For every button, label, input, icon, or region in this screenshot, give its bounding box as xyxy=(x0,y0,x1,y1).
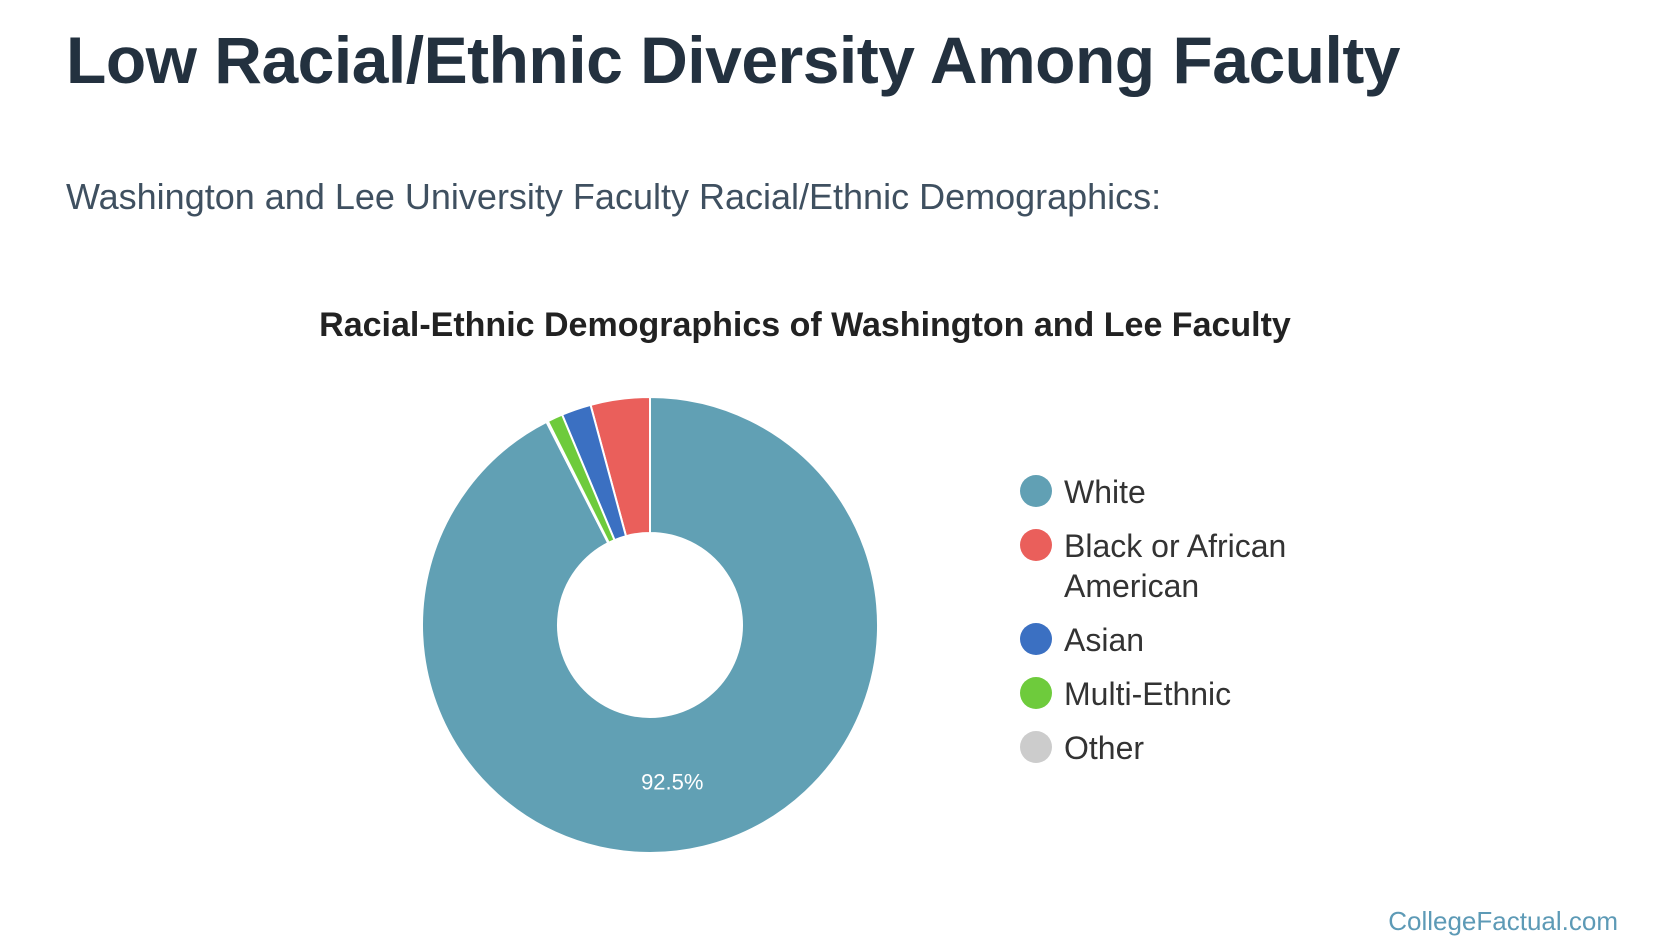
legend-item-other[interactable]: Other xyxy=(1020,728,1304,768)
source-credit[interactable]: CollegeFactual.com xyxy=(1388,906,1618,936)
legend-swatch-multi-ethnic xyxy=(1020,677,1052,709)
legend-item-black-or-african-american[interactable]: Black or African American xyxy=(1020,526,1304,606)
legend-item-multi-ethnic[interactable]: Multi-Ethnic xyxy=(1020,674,1304,714)
legend-item-asian[interactable]: Asian xyxy=(1020,620,1304,660)
legend-swatch-other xyxy=(1020,731,1052,763)
legend-item-white[interactable]: White xyxy=(1020,472,1304,512)
legend-label-multi-ethnic: Multi-Ethnic xyxy=(1064,676,1232,712)
legend-label-white: White xyxy=(1064,474,1146,510)
legend-label-black-or-african-american: Black or African American xyxy=(1064,528,1287,604)
slice-asian[interactable] xyxy=(560,403,628,542)
data-label-white: 92.5% xyxy=(641,769,703,794)
slice-other[interactable] xyxy=(545,419,611,545)
legend-swatch-asian xyxy=(1020,623,1052,655)
legend-label-other: Other xyxy=(1064,730,1145,766)
legend-label-asian: Asian xyxy=(1064,622,1145,658)
legend-swatch-black-or-african-american xyxy=(1020,529,1052,561)
slice-black-or-african-american[interactable] xyxy=(589,395,651,538)
chart-title: Racial-Ethnic Demographics of Washington… xyxy=(319,306,1291,344)
legend-swatch-white xyxy=(1020,475,1052,507)
slice-white[interactable] xyxy=(421,395,879,854)
page-subtitle: Washington and Lee University Faculty Ra… xyxy=(66,176,1162,217)
donut-chart: 92.5% xyxy=(421,395,879,854)
page-title: Low Racial/Ethnic Diversity Among Facult… xyxy=(66,23,1401,97)
chart-legend: White Black or African American Asian Mu… xyxy=(1020,472,1304,782)
